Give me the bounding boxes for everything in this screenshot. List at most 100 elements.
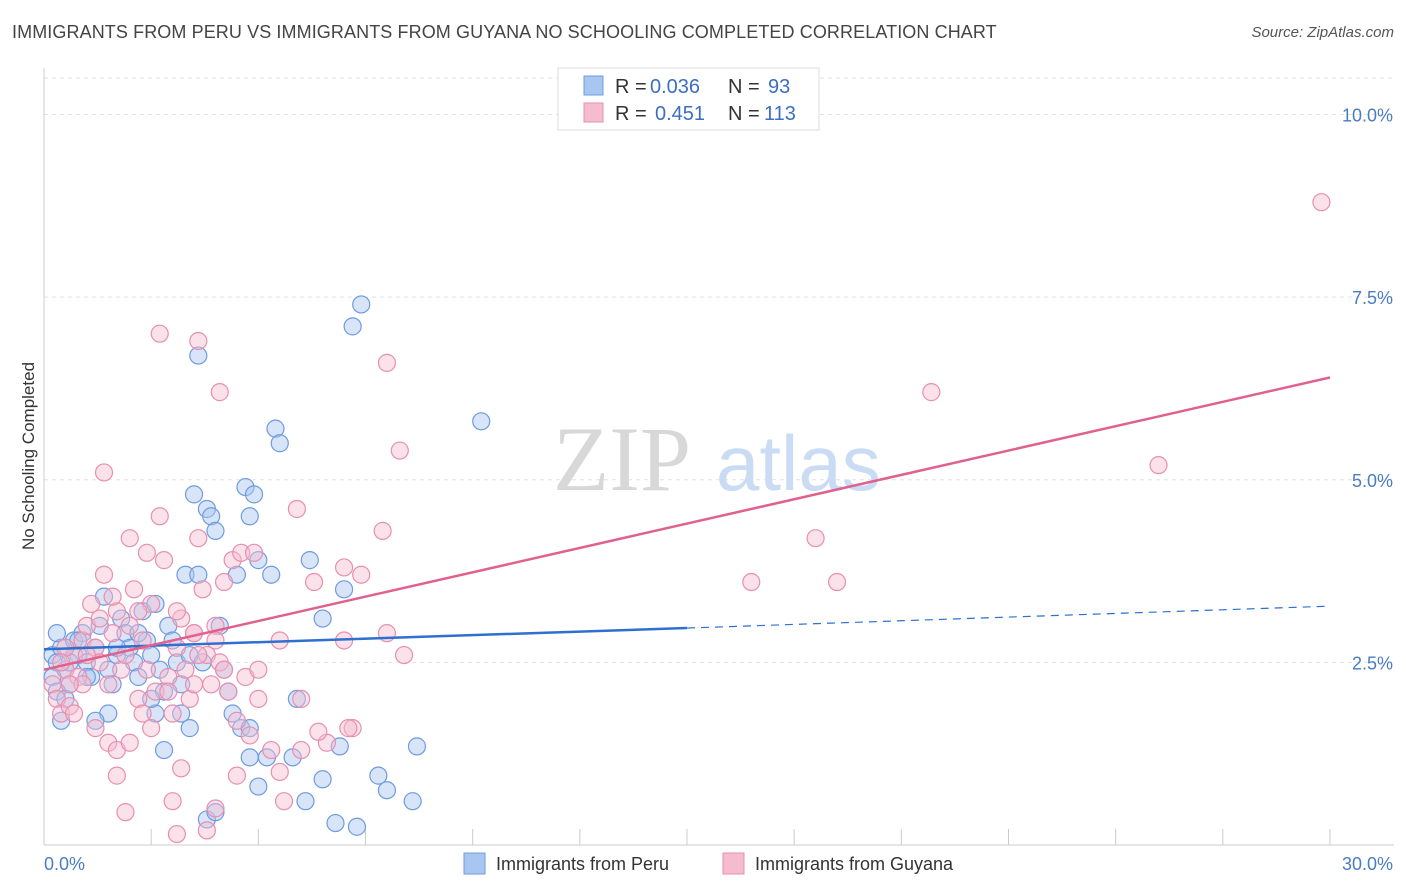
y-tick-label-3: 10.0%: [1342, 106, 1393, 126]
point-peru-76: [403, 792, 422, 811]
point-guyana-66: [742, 572, 761, 592]
point-guyana-18: [120, 529, 139, 548]
point-guyana-71: [1312, 193, 1331, 212]
watermark-atlas: atlas: [716, 419, 881, 507]
point-guyana-67: [806, 529, 825, 548]
point-guyana-68: [827, 572, 847, 592]
point-guyana-41: [219, 682, 238, 701]
point-peru-17: [103, 675, 122, 694]
point-guyana-60: [394, 645, 414, 665]
point-peru-36: [184, 485, 204, 504]
point-guyana-14: [103, 624, 122, 643]
point-guyana-15: [107, 602, 126, 621]
point-guyana-64: [210, 383, 229, 402]
point-guyana-105: [120, 616, 139, 635]
point-guyana-90: [292, 740, 311, 760]
point-guyana-96: [137, 660, 156, 679]
chart-title: IMMIGRANTS FROM PERU VS IMMIGRANTS FROM …: [12, 22, 997, 42]
point-guyana-82: [172, 759, 191, 778]
bottom-legend: Immigrants from Peru Immigrants from Guy…: [463, 852, 954, 875]
point-guyana-62: [189, 331, 208, 351]
point-guyana-58: [377, 353, 397, 372]
point-guyana-44: [232, 543, 251, 562]
point-peru-41: [206, 521, 225, 540]
point-guyana-46: [240, 726, 259, 745]
point-guyana-22: [137, 543, 156, 562]
point-guyana-95: [159, 682, 178, 701]
point-guyana-19: [124, 580, 144, 599]
point-guyana-54: [334, 558, 354, 577]
watermark-zip: ZIP: [553, 408, 691, 510]
trend-line-peru-extension: [686, 605, 1331, 629]
point-guyana-26: [154, 551, 174, 570]
point-guyana-98: [142, 719, 161, 738]
point-guyana-25: [150, 507, 169, 526]
trend-layer: [43, 376, 1331, 671]
point-guyana-63: [150, 324, 169, 343]
legend-swatch-guyana: [583, 102, 604, 123]
point-guyana-94: [184, 675, 204, 694]
point-guyana-28: [163, 704, 182, 723]
point-guyana-70: [1149, 456, 1168, 475]
point-guyana-77: [107, 766, 126, 785]
y-tick-label-2: 7.5%: [1352, 288, 1393, 308]
point-guyana-13: [99, 675, 118, 694]
point-peru-87: [47, 624, 66, 643]
point-guyana-52: [304, 572, 324, 592]
point-guyana-103: [90, 609, 109, 628]
point-guyana-81: [167, 824, 186, 844]
point-guyana-106: [129, 602, 148, 621]
trend-line-guyana: [43, 376, 1331, 671]
point-peru-34: [176, 565, 195, 584]
point-guyana-59: [390, 441, 409, 460]
point-guyana-50: [287, 499, 307, 519]
point-guyana-111: [244, 543, 264, 562]
point-guyana-34: [189, 529, 208, 548]
point-peru-61: [189, 346, 208, 365]
point-guyana-97: [133, 704, 152, 723]
point-peru-73: [347, 817, 367, 836]
point-guyana-40: [214, 572, 234, 592]
point-guyana-65: [94, 463, 114, 482]
point-guyana-99: [64, 704, 84, 723]
point-peru-58: [334, 580, 354, 599]
point-guyana-35: [193, 580, 212, 599]
point-guyana-101: [60, 675, 79, 694]
point-guyana-27: [159, 667, 178, 687]
point-peru-37: [189, 565, 208, 584]
legend-guyana-n-label: N =: [728, 103, 760, 125]
point-peru-53: [266, 419, 285, 438]
point-guyana-12: [94, 565, 114, 584]
point-guyana-78: [116, 803, 135, 822]
point-peru-60: [352, 295, 371, 314]
point-peru-71: [313, 770, 332, 789]
point-peru-49: [240, 507, 259, 526]
legend-peru-n-label: N =: [728, 76, 760, 98]
point-guyana-74: [86, 719, 105, 738]
gridlines: [44, 77, 1394, 663]
y-tick-labels: 2.5% 5.0% 7.5% 10.0%: [1342, 106, 1393, 674]
point-peru-40: [202, 507, 221, 526]
point-guyana-73: [73, 675, 92, 694]
watermark: ZIP atlas: [553, 408, 881, 510]
legend-guyana-r-value: 0.451: [655, 103, 705, 125]
point-peru-64: [154, 740, 174, 760]
point-guyana-57: [373, 521, 392, 540]
point-peru-75: [377, 781, 397, 800]
legend-peru-n-value: 93: [768, 76, 790, 98]
bottom-legend-swatch-guyana: [722, 852, 745, 875]
point-guyana-93: [214, 660, 234, 679]
point-guyana-85: [227, 766, 246, 785]
point-guyana-20: [129, 689, 148, 709]
x-ticks: [43, 829, 1331, 845]
y-tick-label-1: 5.0%: [1352, 471, 1393, 491]
legend-peru-r-label: R =: [615, 76, 647, 98]
point-peru-67: [240, 748, 259, 767]
point-guyana-43: [227, 711, 246, 730]
point-guyana-48: [262, 740, 281, 760]
point-guyana-47: [249, 689, 268, 709]
y-axis-label: No Schooling Completed: [19, 362, 38, 550]
point-peru-70: [296, 792, 315, 811]
bottom-legend-label-guyana: Immigrants from Guyana: [755, 854, 954, 874]
